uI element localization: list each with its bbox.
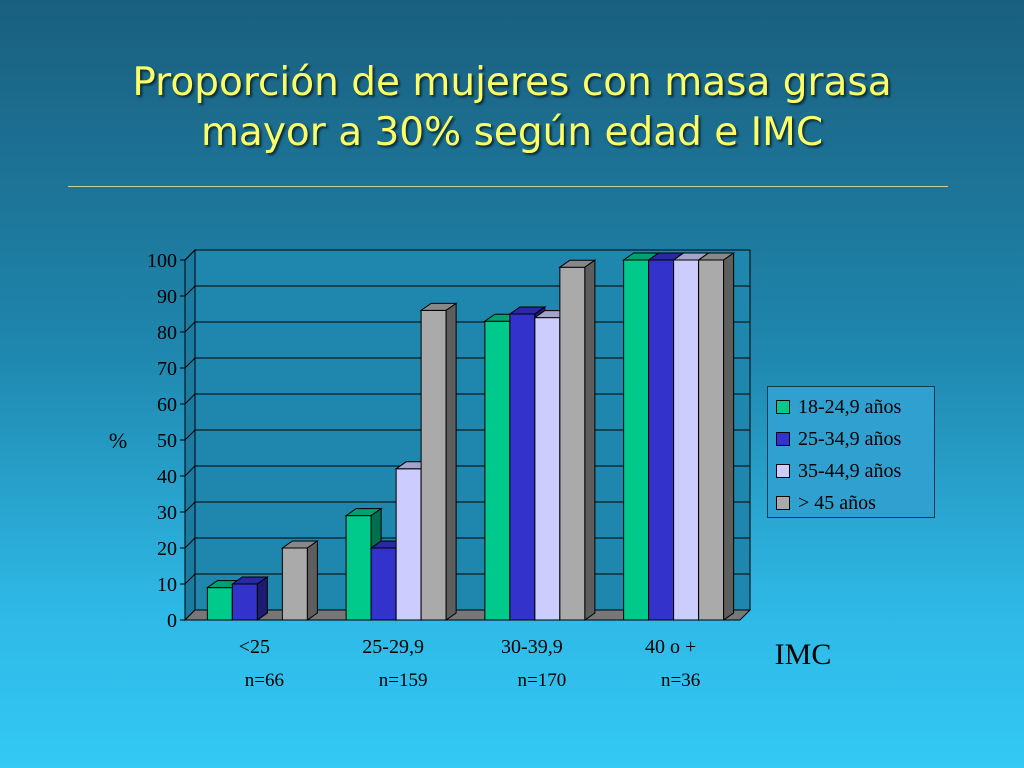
gridline-side (184, 285, 196, 297)
x-tick-label: 25-29,9 (362, 636, 424, 658)
y-axis-label: % (109, 428, 127, 453)
legend-swatch (776, 432, 790, 446)
bar (420, 309, 447, 621)
legend-item: 25-34,9 años (768, 423, 934, 455)
bar (623, 259, 650, 621)
gridline-side (184, 393, 196, 405)
gridline-side (184, 321, 196, 333)
legend-swatch (776, 496, 790, 510)
bar (206, 587, 233, 621)
bar (370, 547, 397, 621)
bar (673, 259, 700, 621)
y-tick-label: 50 (157, 430, 177, 452)
x-tick-label: 40 o + (645, 636, 696, 658)
y-tick-label: 80 (157, 322, 177, 344)
legend-item: 35-44,9 años (768, 455, 934, 487)
bar (484, 320, 511, 621)
bar-side (256, 576, 268, 621)
bar (231, 583, 258, 621)
gridline-side (184, 429, 196, 441)
legend-item: 18-24,9 años (768, 391, 934, 423)
slide-title: Proporción de mujeres con masa grasa may… (0, 58, 1024, 158)
bar (345, 515, 372, 621)
bar-side (584, 259, 596, 621)
legend-label: 35-44,9 años (798, 459, 902, 482)
x-axis-label: IMC (775, 638, 832, 671)
legend-item: > 45 años (768, 487, 934, 519)
gridline-side (184, 357, 196, 369)
y-tick-label: 60 (157, 394, 177, 416)
sample-size-label: n=170 (518, 670, 567, 691)
bar (534, 317, 561, 621)
bar (698, 259, 725, 621)
legend-label: > 45 años (798, 491, 876, 514)
y-tick-label: 20 (157, 538, 177, 560)
y-tick-label: 100 (147, 250, 177, 272)
x-tick-label: <25 (239, 636, 270, 658)
gridline-side (184, 501, 196, 513)
bar (281, 547, 308, 621)
title-line-2: mayor a 30% según edad e IMC (200, 110, 824, 155)
legend-label: 18-24,9 años (798, 395, 902, 418)
bar (395, 468, 422, 621)
title-divider (68, 186, 948, 187)
legend-swatch (776, 400, 790, 414)
y-tick-label: 90 (157, 286, 177, 308)
gridline-side (184, 537, 196, 549)
y-tick-label: 40 (157, 466, 177, 488)
sample-size-label: n=66 (245, 670, 284, 691)
bar (559, 266, 586, 621)
y-tick-label: 10 (157, 574, 177, 596)
gridline-side (184, 465, 196, 477)
legend-swatch (776, 464, 790, 478)
title-line-1: Proporción de mujeres con masa grasa (132, 60, 892, 105)
legend-label: 25-34,9 años (798, 427, 902, 450)
y-tick-label: 0 (167, 610, 177, 632)
gridline-side (184, 573, 196, 585)
y-tick-label: 30 (157, 502, 177, 524)
bar-side (723, 252, 735, 621)
sample-size-label: n=159 (379, 670, 428, 691)
y-tick-label: 70 (157, 358, 177, 380)
sample-size-label: n=36 (661, 670, 700, 691)
bar (509, 313, 536, 621)
gridline-side (184, 249, 196, 261)
bar-side (306, 540, 318, 621)
bar (648, 259, 675, 621)
chart-legend: 18-24,9 años 25-34,9 años 35-44,9 años > 45… (767, 386, 935, 518)
bar-side (445, 302, 457, 621)
x-tick-label: 30-39,9 (501, 636, 563, 658)
